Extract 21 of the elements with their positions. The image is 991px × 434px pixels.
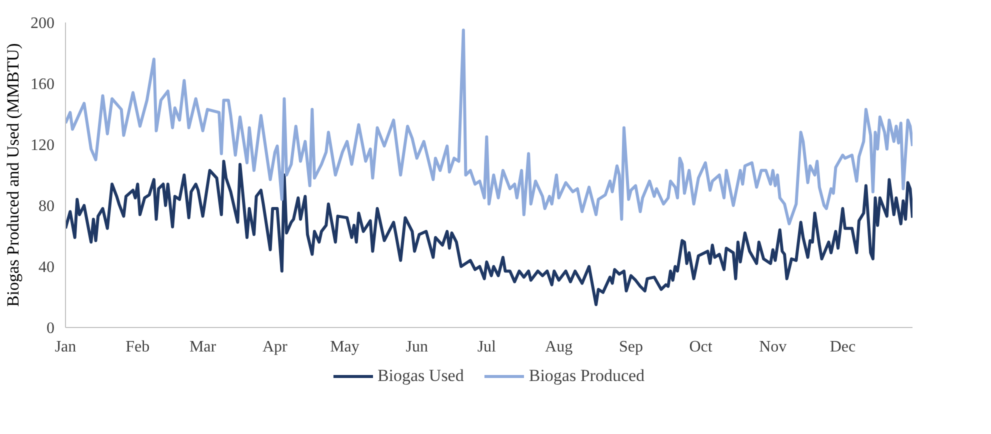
x-tick-label: Apr	[262, 338, 288, 356]
x-tick-label: Aug	[545, 338, 573, 356]
x-tick-label: Mar	[189, 338, 217, 356]
y-axis-title: Biogas Produced and Used (MMBTU)	[4, 43, 22, 307]
y-tick-label: 200	[30, 15, 54, 32]
legend-label: Biogas Used	[377, 366, 464, 386]
legend-label: Biogas Produced	[528, 366, 645, 386]
y-tick-label: 80	[38, 198, 54, 215]
x-tick-label: Feb	[126, 338, 150, 356]
x-tick-label: Nov	[759, 338, 787, 356]
x-tick-label: Jan	[54, 338, 76, 356]
x-tick-label: Jun	[406, 338, 428, 356]
x-tick-label: Jul	[477, 338, 497, 356]
y-tick-label: 160	[30, 76, 54, 93]
y-tick-label: 40	[38, 259, 54, 276]
y-tick-label: 120	[30, 137, 54, 154]
x-tick-label: Sep	[618, 338, 643, 356]
y-tick-label: 0	[46, 320, 54, 337]
x-tick-label: Dec	[830, 338, 856, 356]
x-tick-label: May	[330, 338, 360, 356]
x-tick-label: Oct	[689, 338, 713, 356]
